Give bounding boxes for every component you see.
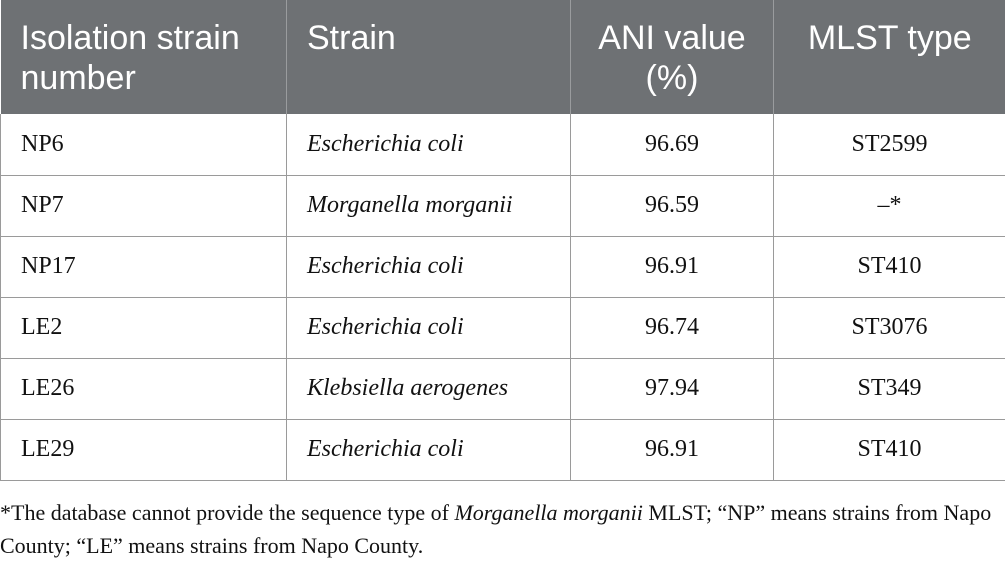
header-strain: Strain — [286, 0, 571, 114]
cell-mlst-type: ST410 — [773, 418, 1005, 481]
cell-ani-value: 97.94 — [570, 357, 774, 420]
cell-mlst-type: ST410 — [773, 235, 1005, 298]
results-table: Isolation strain number Strain ANI value… — [0, 0, 1005, 481]
cell-ani-value: 96.74 — [570, 296, 774, 359]
cell-strain: Escherichia coli — [286, 114, 571, 176]
cell-strain: Morganella morganii — [286, 174, 571, 237]
header-isolation-strain-number: Isolation strain number — [0, 0, 287, 114]
table-header: Isolation strain number Strain ANI value… — [0, 0, 1005, 114]
cell-strain: Klebsiella aerogenes — [286, 357, 571, 420]
header-ani-value: ANI value (%) — [570, 0, 774, 114]
footnote-text-end: MLST; “NP” means strains from Napo Count… — [0, 500, 992, 558]
header-row: Isolation strain number Strain ANI value… — [0, 0, 1005, 114]
cell-mlst-type: ST3076 — [773, 296, 1005, 359]
table-row: LE29 Escherichia coli 96.91 ST410 — [0, 418, 1005, 481]
cell-strain: Escherichia coli — [286, 418, 571, 481]
cell-mlst-type: –* — [773, 174, 1005, 237]
cell-strain-number: LE26 — [0, 357, 287, 420]
cell-mlst-type: ST2599 — [773, 114, 1005, 176]
table-row: LE26 Klebsiella aerogenes 97.94 ST349 — [0, 357, 1005, 420]
cell-strain-number: NP17 — [0, 235, 287, 298]
cell-ani-value: 96.59 — [570, 174, 774, 237]
cell-strain: Escherichia coli — [286, 235, 571, 298]
cell-strain-number: LE29 — [0, 418, 287, 481]
table-body: NP6 Escherichia coli 96.69 ST2599 NP7 Mo… — [0, 114, 1005, 481]
cell-ani-value: 96.69 — [570, 114, 774, 176]
table-row: NP7 Morganella morganii 96.59 –* — [0, 174, 1005, 237]
table-row: NP17 Escherichia coli 96.91 ST410 — [0, 235, 1005, 298]
table-footnote: *The database cannot provide the sequenc… — [0, 496, 1005, 562]
cell-strain-number: NP6 — [0, 114, 287, 176]
table-row: LE2 Escherichia coli 96.74 ST3076 — [0, 296, 1005, 359]
cell-strain-number: LE2 — [0, 296, 287, 359]
cell-strain-number: NP7 — [0, 174, 287, 237]
cell-strain: Escherichia coli — [286, 296, 571, 359]
cell-ani-value: 96.91 — [570, 418, 774, 481]
cell-ani-value: 96.91 — [570, 235, 774, 298]
footnote-text-start: *The database cannot provide the sequenc… — [0, 500, 455, 525]
footnote-species-name: Morganella morganii — [454, 500, 643, 525]
table-row: NP6 Escherichia coli 96.69 ST2599 — [0, 114, 1005, 176]
header-mlst-type: MLST type — [773, 0, 1005, 114]
cell-mlst-type: ST349 — [773, 357, 1005, 420]
